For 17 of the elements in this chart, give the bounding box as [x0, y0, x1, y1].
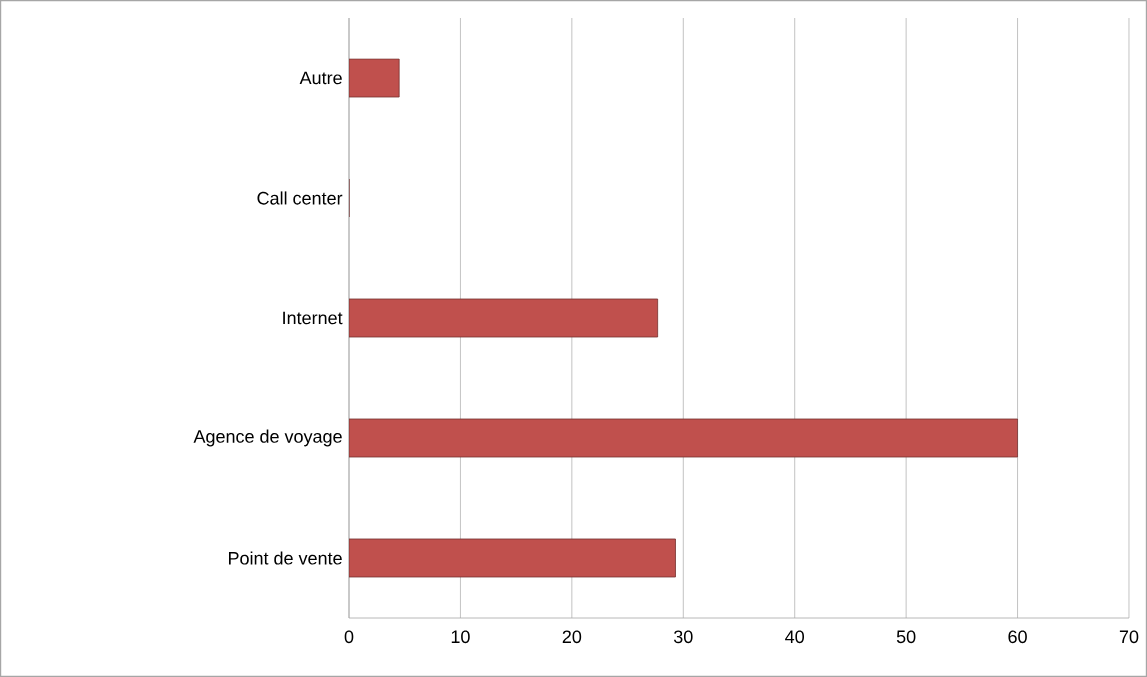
y-tick-label: Autre [299, 71, 342, 85]
y-tick-label: Agence de voyage [193, 429, 342, 447]
x-tick-label: 60 [1008, 630, 1027, 644]
y-tick-label: Point de vente [228, 551, 342, 565]
x-tick-label: 10 [451, 630, 470, 644]
x-tick-label: 70 [1119, 630, 1139, 644]
x-tick-label: 0 [344, 630, 354, 644]
bar [349, 58, 400, 98]
x-tick-label: 20 [562, 630, 582, 644]
bar [349, 538, 676, 578]
y-tick-label: Internet [283, 311, 343, 325]
x-tick-label: 50 [896, 630, 916, 644]
bar [349, 418, 1018, 458]
x-tick-label: 40 [785, 630, 805, 644]
y-tick-label: Call center [257, 191, 343, 205]
bar [349, 298, 659, 338]
x-tick-label: 30 [673, 630, 693, 644]
